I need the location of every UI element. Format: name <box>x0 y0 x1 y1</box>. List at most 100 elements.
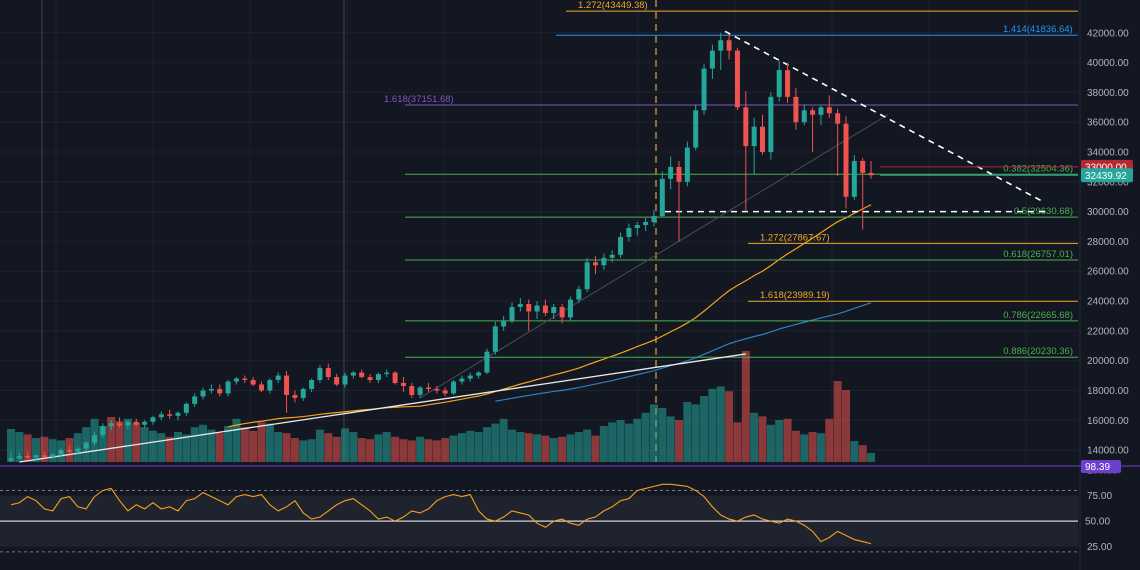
candle-body <box>684 147 690 182</box>
volume-bar <box>549 438 558 462</box>
price-tick-label: 42000.00 <box>1087 28 1129 39</box>
volume-bar <box>98 426 107 462</box>
volume-bar <box>524 433 533 462</box>
fib-level-label: 1.272(27867.67) <box>760 232 830 243</box>
volume-bar <box>858 445 867 462</box>
candle-body <box>476 372 482 376</box>
volume-bar <box>499 418 508 462</box>
candle-body <box>117 423 123 426</box>
volume-bar <box>382 432 391 462</box>
candle-body <box>317 368 323 381</box>
candle-body <box>492 326 498 352</box>
candle-body <box>701 68 707 111</box>
candle-body <box>409 385 415 395</box>
price-tick-label: 28000.00 <box>1087 237 1129 248</box>
volume-bar <box>675 420 683 462</box>
rsi-line <box>10 483 872 545</box>
candle-body <box>58 450 64 455</box>
volume-bar <box>633 418 642 462</box>
candle-body <box>300 388 306 398</box>
ma-50-line <box>227 204 872 428</box>
faint-trendline <box>419 114 889 399</box>
volume-bar <box>215 433 224 462</box>
volume-bar <box>700 396 709 462</box>
fib-level-label: 0.786(22665.68) <box>1003 310 1073 321</box>
volume-bar <box>357 438 366 462</box>
volume-bar <box>407 440 416 462</box>
candle-body <box>417 387 423 395</box>
volume-bar <box>449 435 458 462</box>
volume-bar <box>190 427 199 462</box>
volume-bar <box>783 418 792 462</box>
candle-body <box>584 262 590 290</box>
price-tick-label: 26000.00 <box>1087 267 1129 278</box>
candle-body <box>292 394 298 398</box>
rsi-tick-label: 75.00 <box>1087 491 1112 502</box>
candle-body <box>517 304 523 308</box>
volume-bar <box>516 432 525 462</box>
candle-body <box>359 372 365 378</box>
candle-body <box>426 387 431 389</box>
volume-bar <box>541 435 550 462</box>
candle-body <box>751 126 757 147</box>
candle-body <box>208 388 214 391</box>
price-axis[interactable]: 14000.00 16000.00 18000.00 20000.00 22000.00… <box>880 0 1140 570</box>
candle-body <box>284 375 290 395</box>
volume-bar <box>457 433 466 462</box>
price-grid <box>0 0 1078 462</box>
volume-bar <box>708 388 717 462</box>
volume-bar <box>140 427 149 462</box>
candle-body <box>818 107 824 115</box>
volume-bar <box>165 436 174 462</box>
candle-body <box>835 113 841 124</box>
candle-body <box>233 378 239 382</box>
candle-body <box>459 378 465 382</box>
candle-body <box>801 110 807 123</box>
fib-level-label: 1.414(41836.64) <box>1003 24 1073 35</box>
volume-bar <box>491 423 500 462</box>
volume-bar <box>641 412 650 462</box>
volume-bar <box>315 429 324 462</box>
candle-body <box>183 403 189 413</box>
volume-bar <box>274 432 283 462</box>
volume-bar <box>349 432 358 462</box>
candle-body <box>66 450 72 452</box>
volume-bar <box>566 434 575 462</box>
volume-bar <box>366 439 375 462</box>
candle-body <box>167 414 173 416</box>
volume-bar <box>123 418 132 462</box>
volume-bar <box>683 402 692 462</box>
price-tick-label: 34000.00 <box>1087 148 1129 159</box>
volume-bar <box>174 432 182 462</box>
volume-bar <box>558 436 567 462</box>
candle-body <box>442 390 448 394</box>
volume-bar <box>716 386 725 462</box>
volume-bar <box>240 427 249 462</box>
candle-body <box>125 421 131 426</box>
candle-body <box>718 40 724 51</box>
candle-body <box>158 414 164 418</box>
volume-bar <box>199 424 208 462</box>
indicator-badge-label: 98.39 <box>1085 462 1110 473</box>
candle-body <box>760 126 765 153</box>
candle-body <box>793 96 799 123</box>
candle-body <box>868 172 874 176</box>
candle-body <box>242 378 248 381</box>
candle-body <box>626 228 632 237</box>
candle-body <box>676 166 682 182</box>
price-tick-label: 32000.00 <box>1087 177 1129 188</box>
candle-body <box>259 384 264 391</box>
volume-bar <box>282 433 291 462</box>
fib-level-label: 1.272(43449.38) <box>578 0 648 11</box>
rsi-mid-badge <box>1081 514 1113 529</box>
volume-bar <box>399 439 408 462</box>
volume-bar <box>391 436 400 462</box>
candle-body <box>384 372 390 375</box>
price-badge-label: 33000.00 <box>1085 162 1127 173</box>
candle-body <box>200 390 206 397</box>
volume-bar <box>867 453 876 462</box>
volume-bar <box>741 351 750 462</box>
